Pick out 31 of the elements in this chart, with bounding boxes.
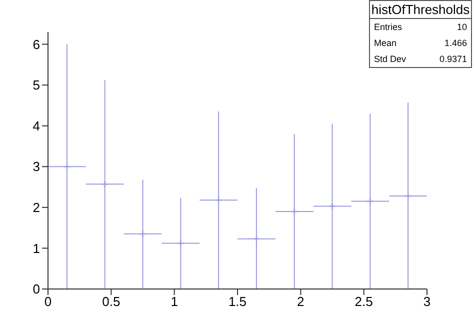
x-tick-label: 2 <box>297 294 304 310</box>
x-tick-label: 0 <box>44 294 52 310</box>
text: histOfThresholds <box>370 1 471 19</box>
point <box>252 235 260 242</box>
point <box>101 180 108 188</box>
point <box>290 208 298 216</box>
y-tick-label: 3 <box>32 159 40 174</box>
point <box>328 202 336 210</box>
point <box>177 240 184 247</box>
x-tick-label: 0.5 <box>102 294 120 310</box>
y-tick-label: 4 <box>32 118 40 134</box>
annotation: Mean <box>374 38 397 48</box>
x-tick-label: 2.5 <box>354 294 373 310</box>
x-tick-label: 1 <box>170 294 178 310</box>
y-tick-label: 6 <box>32 36 40 52</box>
x-tick-label: 3 <box>423 294 431 310</box>
text: 1.466 <box>444 38 467 48</box>
x-tick-label: 1.5 <box>228 294 247 310</box>
text: Entries <box>374 22 402 32</box>
y-tick-label: 5 <box>32 78 40 93</box>
text: 0.9371 <box>439 54 467 64</box>
y-tick-label: 2 <box>32 200 40 216</box>
point <box>366 198 374 205</box>
y-tick-label: 0 <box>32 282 40 297</box>
y-tick-label: 1 <box>32 240 40 256</box>
point <box>404 192 412 200</box>
text: 10 <box>456 22 467 32</box>
annotation: Std Dev <box>374 54 406 64</box>
point <box>63 163 71 170</box>
point <box>214 196 222 204</box>
point <box>139 230 146 238</box>
